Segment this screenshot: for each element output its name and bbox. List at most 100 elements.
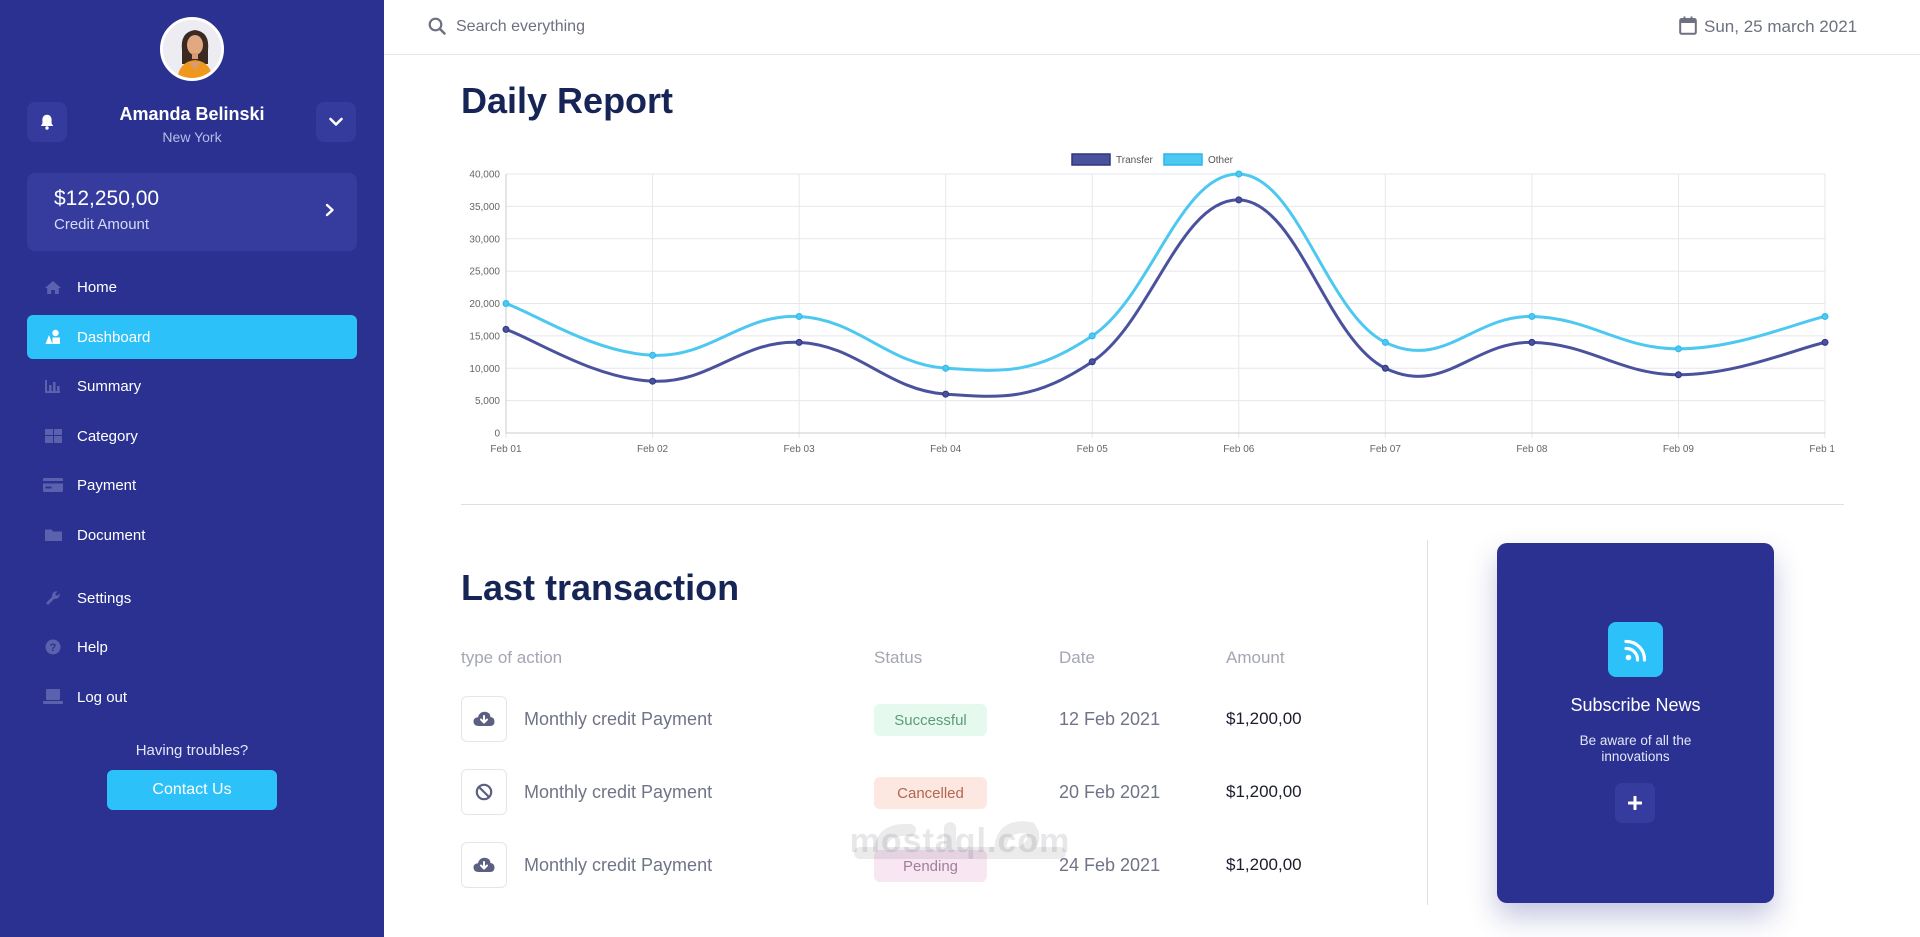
- legend-label: Other: [1208, 155, 1234, 166]
- transaction-action: Monthly credit Payment: [524, 855, 713, 875]
- notifications-button[interactable]: [27, 102, 67, 142]
- user-photo-icon: [163, 20, 221, 78]
- daily-report-chart: 0 5,000 10,000 15,000 20,000 25,000 30,000 35,0…: [460, 148, 1841, 458]
- legend-swatch: [1071, 153, 1111, 166]
- data-point: [649, 351, 657, 359]
- credit-amount-value: $12,250,00: [54, 187, 160, 210]
- subscribe-card: Subscribe News Be aware of all the innov…: [1497, 543, 1774, 903]
- sidebar-item-label: Settings: [77, 589, 132, 607]
- ban-icon: [475, 783, 493, 801]
- daily-report-title: Daily Report: [461, 80, 674, 121]
- transaction-date: 24 Feb 2021: [1059, 855, 1161, 875]
- sidebar-item-label: Payment: [77, 476, 137, 494]
- sidebar-item-dashboard[interactable]: Dashboard: [27, 315, 357, 359]
- status-badge: Pending: [874, 850, 987, 882]
- avatar[interactable]: [160, 17, 224, 81]
- top-bar: Sun, 25 march 2021: [384, 0, 1920, 55]
- transaction-date: 20 Feb 2021: [1059, 782, 1161, 802]
- user-location: New York: [162, 129, 222, 145]
- x-tick-label: Feb 08: [1516, 444, 1548, 455]
- column-header-action: type of action: [461, 648, 563, 667]
- y-tick-label: 35,000: [469, 202, 500, 213]
- y-tick-label: 5,000: [475, 396, 500, 407]
- chevron-right-icon: [325, 203, 334, 217]
- data-point: [1381, 338, 1389, 346]
- sidebar-item-home[interactable]: Home: [27, 265, 357, 309]
- legend-swatch: [1163, 153, 1203, 166]
- wrench-icon: [43, 588, 63, 608]
- x-tick-label: Feb 10: [1809, 444, 1835, 455]
- cloud-download-icon: [473, 857, 495, 872]
- sidebar-item-help[interactable]: ? Help: [27, 625, 357, 669]
- bell-icon: [40, 114, 54, 130]
- subscribe-title: Subscribe News: [1570, 695, 1701, 715]
- current-date: Sun, 25 march 2021: [1704, 17, 1858, 36]
- sidebar-item-label: Home: [77, 278, 118, 296]
- data-point: [1235, 196, 1243, 204]
- sidebar-item-logout[interactable]: Log out: [27, 675, 357, 719]
- transaction-action: Monthly credit Payment: [524, 709, 713, 729]
- transaction-type-button[interactable]: [461, 769, 507, 815]
- search-input[interactable]: [456, 14, 856, 40]
- column-header-status: Status: [874, 648, 923, 667]
- data-point: [1674, 345, 1682, 353]
- x-tick-label: Feb 03: [784, 444, 816, 455]
- data-point: [502, 325, 510, 333]
- card-icon: [43, 475, 63, 495]
- home-icon: [43, 277, 63, 297]
- y-tick-label: 40,000: [469, 170, 500, 181]
- sidebar-item-label: Document: [77, 526, 146, 544]
- x-tick-label: Feb 05: [1077, 444, 1109, 455]
- svg-text:?: ?: [50, 642, 57, 654]
- data-point: [1821, 312, 1829, 320]
- sidebar-item-category[interactable]: Category: [27, 414, 357, 458]
- data-point: [1821, 338, 1829, 346]
- transaction-amount: $1,200,00: [1226, 782, 1302, 801]
- contact-us-button[interactable]: Contact Us: [107, 770, 277, 810]
- y-tick-label: 0: [494, 429, 500, 440]
- data-point: [795, 312, 803, 320]
- series-line-transfer: [505, 198, 1826, 398]
- sidebar-item-payment[interactable]: Payment: [27, 463, 357, 507]
- credit-amount-label: Credit Amount: [54, 216, 150, 233]
- user-menu-button[interactable]: [316, 102, 356, 142]
- last-transaction-title: Last transaction: [461, 567, 740, 608]
- y-tick-label: 20,000: [469, 299, 500, 310]
- table-row: Monthly credit Payment Cancelled 20 Feb …: [461, 769, 1321, 815]
- x-tick-label: Feb 07: [1370, 444, 1402, 455]
- data-point: [795, 338, 803, 346]
- transaction-date: 12 Feb 2021: [1059, 709, 1161, 729]
- status-badge: Cancelled: [874, 777, 987, 809]
- section-divider: [461, 504, 1844, 505]
- column-header-date: Date: [1059, 648, 1095, 667]
- sidebar-item-label: Log out: [77, 688, 128, 706]
- watermark-text: mostaql.com: [849, 822, 1071, 860]
- legend-label: Transfer: [1116, 155, 1154, 166]
- data-point: [942, 390, 950, 398]
- status-badge: Successful: [874, 704, 987, 736]
- cloud-download-icon: [473, 711, 495, 726]
- transaction-amount: $1,200,00: [1226, 855, 1302, 874]
- search-icon: [428, 17, 446, 35]
- data-point: [942, 364, 950, 372]
- sidebar-item-summary[interactable]: Summary: [27, 364, 357, 408]
- x-tick-label: Feb 01: [490, 444, 522, 455]
- subscribe-button[interactable]: [1615, 783, 1655, 823]
- data-point: [649, 377, 657, 385]
- calendar-icon: [1679, 16, 1697, 35]
- sidebar-item-label: Dashboard: [77, 328, 151, 346]
- support-text: Having troubles?: [135, 742, 249, 759]
- data-point: [1381, 364, 1389, 372]
- credit-amount-card[interactable]: $12,250,00 Credit Amount: [27, 173, 357, 251]
- rss-icon: [1623, 639, 1646, 662]
- sidebar-item-settings[interactable]: Settings: [27, 576, 357, 620]
- transaction-type-button[interactable]: [461, 696, 507, 742]
- folder-icon: [43, 525, 63, 545]
- transaction-type-button[interactable]: [461, 842, 507, 888]
- subscribe-description: Be aware of all the innovations: [1579, 733, 1692, 764]
- data-point: [502, 300, 510, 307]
- series-line-other: [505, 172, 1826, 372]
- x-tick-label: Feb 04: [930, 444, 962, 455]
- sidebar-item-label: Summary: [77, 377, 142, 395]
- sidebar-item-document[interactable]: Document: [27, 513, 357, 557]
